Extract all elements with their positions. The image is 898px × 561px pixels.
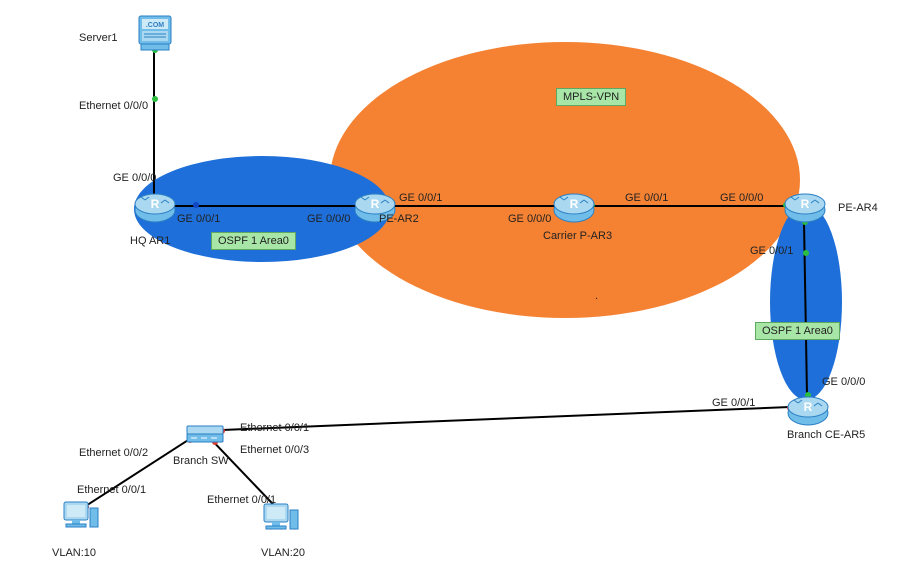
switch-icon bbox=[185, 418, 225, 448]
router-hq-ar1-icon: R bbox=[133, 190, 177, 224]
lbl-p-ar3: Carrier P-AR3 bbox=[543, 230, 612, 242]
midpoint bbox=[803, 250, 809, 256]
lbl-pe-ar2: PE-AR2 bbox=[379, 213, 419, 225]
server-icon: .COM bbox=[137, 14, 173, 54]
box-mpls-vpn: MPLS-VPN bbox=[556, 88, 626, 106]
lbl-p3-ge1: GE 0/0/1 bbox=[625, 192, 668, 204]
lbl-pe2-ge0: GE 0/0/0 bbox=[307, 213, 350, 225]
lbl-pe2-ge1: GE 0/0/1 bbox=[399, 192, 442, 204]
router-ce-ar5-icon: R bbox=[786, 393, 830, 427]
lbl-dot: . bbox=[595, 290, 598, 302]
lbl-vlan10: VLAN:10 bbox=[52, 547, 96, 559]
lbl-eth-srv: Ethernet 0/0/0 bbox=[79, 100, 148, 112]
lbl-server1: Server1 bbox=[79, 32, 118, 44]
link-pe2-to-p3 bbox=[392, 205, 557, 207]
router-p-ar3-icon: R bbox=[552, 190, 596, 224]
lbl-hq-ge0: GE 0/0/0 bbox=[113, 172, 156, 184]
svg-text:R: R bbox=[570, 197, 579, 211]
midpoint bbox=[152, 96, 158, 102]
pc-vlan10-icon bbox=[60, 498, 100, 538]
box-ospf-right: OSPF 1 Area0 bbox=[755, 322, 840, 340]
box-ospf-left: OSPF 1 Area0 bbox=[211, 232, 296, 250]
lbl-sw-eth2: Ethernet 0/0/2 bbox=[79, 447, 148, 459]
router-pe-ar4-icon: R bbox=[783, 190, 827, 224]
lbl-pe4-ge1: GE 0/0/1 bbox=[750, 245, 793, 257]
lbl-ce5-ge1: GE 0/0/1 bbox=[712, 397, 755, 409]
lbl-sw-eth1: Ethernet 0/0/1 bbox=[240, 422, 309, 434]
lbl-p3-ge0: GE 0/0/0 bbox=[508, 213, 551, 225]
lbl-ce-ar5: Branch CE-AR5 bbox=[787, 429, 865, 441]
lbl-pe-ar4: PE-AR4 bbox=[838, 202, 878, 214]
lbl-vlan20: VLAN:20 bbox=[261, 547, 305, 559]
mpls-cloud bbox=[330, 42, 800, 318]
svg-text:R: R bbox=[151, 197, 160, 211]
svg-text:R: R bbox=[804, 400, 813, 414]
link-p3-to-pe4 bbox=[592, 205, 786, 207]
lbl-pc1-eth: Ethernet 0/0/1 bbox=[77, 484, 146, 496]
pc-vlan20-icon bbox=[260, 500, 300, 540]
midpoint bbox=[193, 202, 199, 208]
lbl-hq-ge1: GE 0/0/1 bbox=[177, 213, 220, 225]
lbl-pe4-ge0: GE 0/0/0 bbox=[720, 192, 763, 204]
lbl-pc2-eth: Ethernet 0/0/1 bbox=[207, 494, 276, 506]
lbl-hq-ar1: HQ AR1 bbox=[130, 235, 170, 247]
svg-text:.COM: .COM bbox=[146, 22, 164, 29]
svg-text:R: R bbox=[801, 197, 810, 211]
lbl-sw-eth3: Ethernet 0/0/3 bbox=[240, 444, 309, 456]
lbl-sw: Branch SW bbox=[173, 455, 229, 467]
lbl-ce5-ge0: GE 0/0/0 bbox=[822, 376, 865, 388]
svg-text:R: R bbox=[371, 197, 380, 211]
